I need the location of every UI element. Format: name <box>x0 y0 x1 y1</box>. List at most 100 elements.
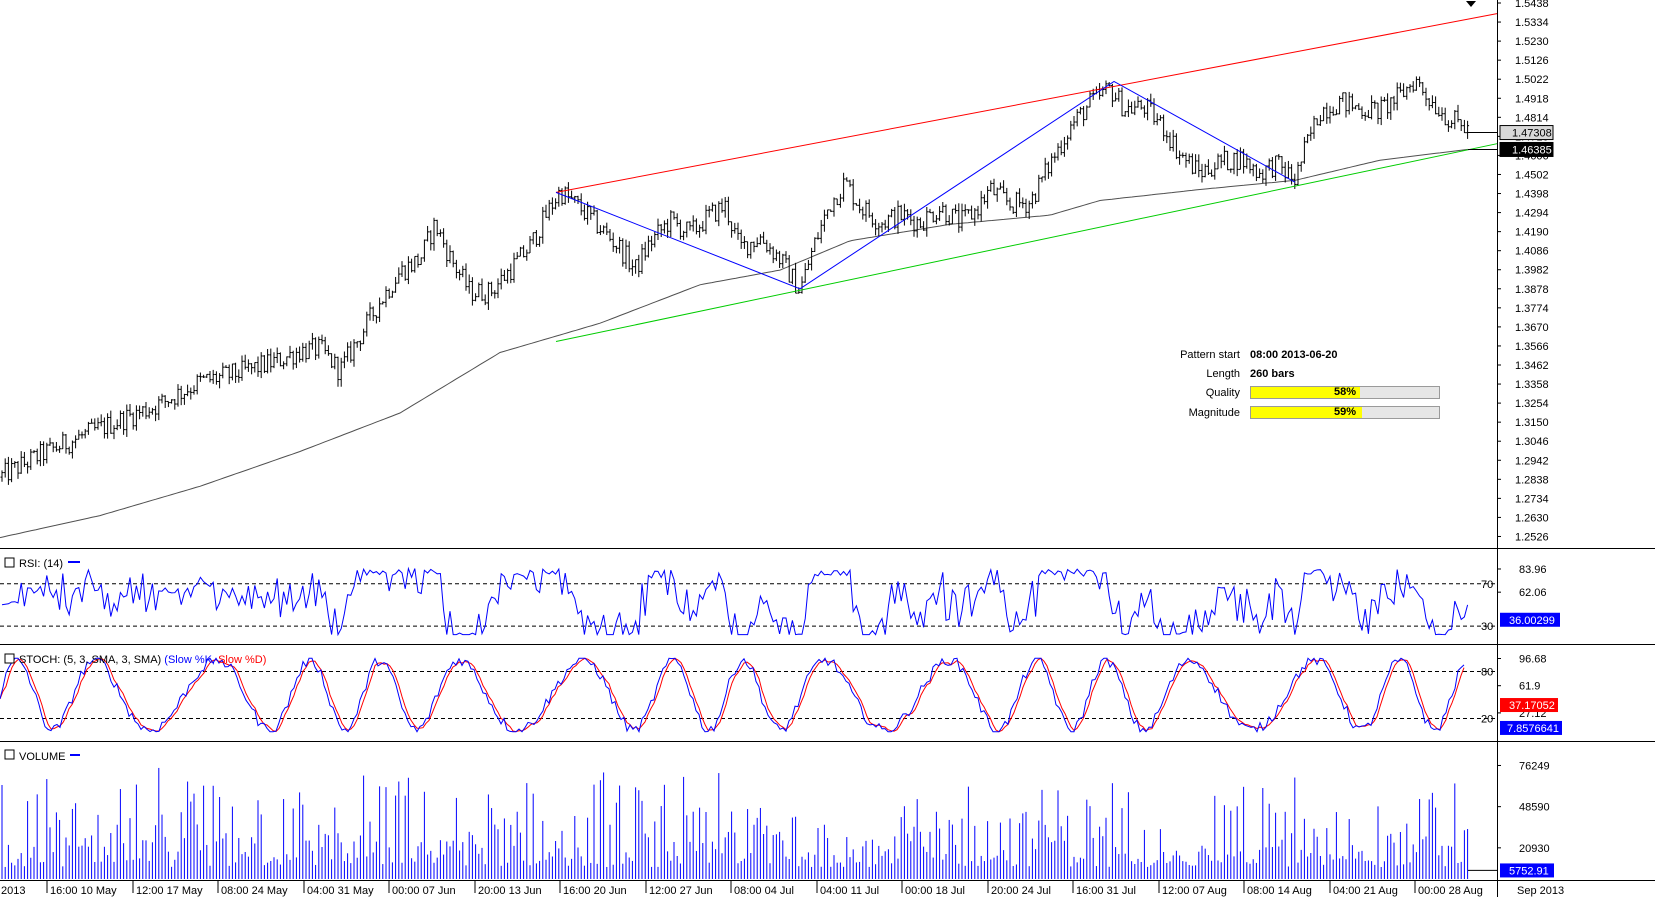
ohlc-bar <box>0 470 4 482</box>
ohlc-bar <box>301 342 305 362</box>
ohlc-bar <box>1270 156 1274 179</box>
stoch-level-label: 20 <box>1481 713 1493 725</box>
ohlc-bar <box>755 237 759 248</box>
ohlc-bar <box>1190 153 1194 175</box>
ohlc-bar <box>1280 156 1284 175</box>
price-tick-label: 1.4294 <box>1515 208 1549 220</box>
ohlc-bar <box>1379 96 1383 126</box>
ohlc-bar <box>909 209 913 226</box>
ohlc-bar <box>733 222 737 234</box>
ohlc-bar <box>528 236 532 254</box>
ohlc-bar <box>1322 106 1326 122</box>
ohlc-bar <box>1229 168 1233 173</box>
ohlc-bar <box>566 182 570 203</box>
ohlc-bar <box>1072 115 1076 130</box>
ohlc-bar <box>278 352 282 367</box>
ohlc-bar <box>531 232 535 245</box>
ohlc-bar <box>998 182 1002 190</box>
ohlc-bar <box>253 362 257 373</box>
price-tick-label: 1.3150 <box>1515 417 1549 429</box>
ohlc-bar <box>621 238 625 267</box>
ohlc-bar <box>211 369 215 384</box>
ohlc-bar <box>874 219 878 236</box>
ohlc-bar <box>634 259 638 274</box>
ohlc-bar <box>614 245 618 254</box>
ohlc-bar <box>1066 135 1070 150</box>
ohlc-bar <box>595 209 599 234</box>
ohlc-bar <box>1360 106 1364 120</box>
ohlc-bar <box>163 395 167 408</box>
ohlc-bar <box>886 214 890 232</box>
lower-trendline <box>555 143 1498 343</box>
ohlc-bar <box>291 350 295 370</box>
ohlc-bar <box>387 288 391 299</box>
ohlc-bar <box>992 178 996 196</box>
ohlc-bar <box>1277 153 1281 160</box>
ohlc-bar <box>925 206 929 237</box>
ohlc-bar <box>515 251 519 260</box>
ohlc-bar <box>1040 176 1044 183</box>
ohlc-bar <box>134 405 138 431</box>
ohlc-bar <box>1178 150 1182 165</box>
ohlc-bar <box>1338 95 1342 115</box>
ohlc-bar <box>538 236 542 247</box>
ohlc-bar <box>1030 191 1034 209</box>
ohlc-bar <box>374 315 378 324</box>
ohlc-bar <box>944 204 948 226</box>
ohlc-bar <box>630 259 634 276</box>
ohlc-bar <box>192 385 196 395</box>
ohlc-bar <box>1146 98 1150 121</box>
ohlc-bar <box>237 369 241 383</box>
ohlc-bar <box>480 278 484 302</box>
ohlc-bar <box>22 451 26 468</box>
ohlc-bar <box>304 343 308 363</box>
ohlc-bar <box>880 221 884 233</box>
marker-icon <box>1466 1 1476 7</box>
ohlc-bar <box>61 431 65 450</box>
rsi-tick-label: 83.96 <box>1519 564 1547 576</box>
current-price-label: 1.47308 <box>1512 128 1552 140</box>
ohlc-bar <box>646 235 650 258</box>
ohlc-bar <box>1053 152 1057 163</box>
ohlc-bar <box>1165 130 1169 144</box>
ohlc-bar <box>29 448 33 470</box>
ohlc-bar <box>1056 143 1060 161</box>
ohlc-bar <box>1318 114 1322 126</box>
ohlc-bar <box>608 228 612 242</box>
ohlc-bar <box>899 204 903 221</box>
ohlc-bar <box>1059 140 1063 156</box>
length-value: 260 bars <box>1250 368 1295 380</box>
ohlc-bar <box>1130 101 1134 114</box>
ohlc-bar <box>419 257 423 266</box>
ohlc-bar <box>624 239 628 269</box>
ohlc-bar <box>1120 87 1124 117</box>
stoch-level-label: 80 <box>1481 667 1493 679</box>
ohlc-bar <box>858 198 862 214</box>
ohlc-bar <box>458 269 462 281</box>
ohlc-bar <box>413 255 417 273</box>
ohlc-bar <box>714 204 718 222</box>
price-tick-label: 1.3878 <box>1515 284 1549 296</box>
ohlc-bar <box>259 352 263 379</box>
ohlc-bar <box>426 225 430 242</box>
ohlc-bar <box>368 302 372 321</box>
ohlc-bar <box>32 450 36 454</box>
ohlc-bar <box>1226 150 1230 171</box>
ohlc-bar <box>1248 158 1252 174</box>
ohlc-bar <box>845 177 849 182</box>
ohlc-bar <box>890 208 894 218</box>
x-tick-label: 08:00 14 Aug <box>1247 885 1312 897</box>
price-tick-label: 1.2942 <box>1515 455 1549 467</box>
ohlc-bar <box>406 256 410 285</box>
ohlc-bar <box>381 301 385 305</box>
ohlc-bar <box>1453 110 1457 130</box>
quality-bar: 58% <box>1250 386 1440 399</box>
ohlc-bar <box>1187 153 1191 164</box>
ohlc-bar <box>438 229 442 237</box>
ohlc-bar <box>499 268 503 290</box>
ohlc-bar <box>227 364 231 385</box>
ohlc-bar <box>19 451 23 474</box>
ohlc-bar <box>326 345 330 356</box>
ohlc-bar <box>1082 106 1086 127</box>
length-label: Length <box>1206 368 1240 380</box>
